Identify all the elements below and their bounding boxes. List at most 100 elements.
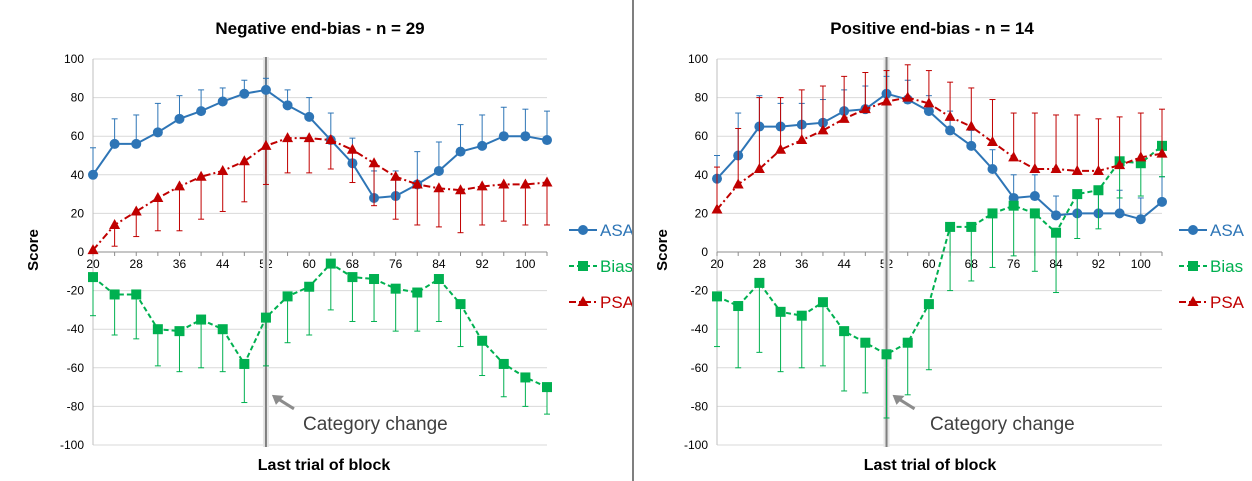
- data-point: [196, 106, 207, 117]
- data-point: [412, 287, 423, 298]
- data-point: [542, 135, 552, 146]
- data-point: [476, 180, 488, 191]
- legend-label: Bias: [1210, 257, 1243, 276]
- data-point: [923, 299, 934, 310]
- series-psa: [87, 132, 553, 255]
- data-point: [881, 349, 892, 360]
- y-tick-label: 0: [77, 245, 84, 259]
- data-point: [541, 176, 553, 187]
- data-point: [109, 218, 121, 229]
- x-tick-label: 44: [216, 257, 230, 271]
- x-tick-label: 100: [1131, 257, 1151, 271]
- data-point: [477, 335, 488, 346]
- data-point: [1029, 191, 1040, 202]
- annotation-arrow-shaft: [277, 397, 295, 411]
- legend-marker: [578, 261, 588, 271]
- legend-marker: [1187, 296, 1199, 306]
- data-point: [923, 106, 934, 117]
- data-point: [282, 132, 294, 143]
- data-point: [945, 221, 956, 232]
- data-point: [88, 169, 98, 180]
- data-point: [987, 208, 998, 219]
- legend-marker: [1188, 261, 1198, 271]
- x-axis-label: Last trial of block: [258, 457, 391, 474]
- x-tick-label: 28: [753, 257, 767, 271]
- data-point: [1135, 158, 1146, 169]
- chart-positive-end-bias: Positive end-bias - n = 14 Score Last tr…: [654, 19, 1245, 474]
- x-tick-label: 92: [475, 257, 489, 271]
- data-point: [1051, 227, 1062, 238]
- legend-item-bias: Bias: [1179, 257, 1243, 276]
- legend-item-asa: ASA: [1179, 221, 1245, 240]
- y-tick-label: -100: [60, 438, 84, 452]
- legend-marker: [578, 225, 588, 235]
- y-axis-label: Score: [654, 229, 671, 271]
- data-point: [433, 165, 444, 176]
- y-tick-label: 40: [71, 168, 85, 182]
- chart-title: Positive end-bias - n = 14: [830, 19, 1034, 38]
- y-tick-label: 60: [71, 129, 85, 143]
- legend-item-psa: PSA: [1179, 293, 1245, 312]
- y-tick-label: 80: [71, 91, 85, 105]
- data-point: [520, 131, 531, 142]
- data-point: [775, 306, 786, 317]
- data-point: [304, 281, 315, 292]
- data-point: [1157, 196, 1167, 207]
- data-point: [966, 140, 977, 151]
- data-point: [1114, 208, 1125, 219]
- series-line: [92, 262, 548, 389]
- data-point: [260, 84, 271, 95]
- y-tick-label: 40: [695, 168, 709, 182]
- data-point: [944, 110, 956, 121]
- y-tick-label: -20: [67, 284, 85, 298]
- data-point: [711, 203, 723, 214]
- data-point: [498, 178, 510, 189]
- data-point: [519, 178, 531, 189]
- data-point: [796, 310, 807, 321]
- data-point: [859, 103, 871, 114]
- data-point: [1029, 208, 1040, 219]
- annotation-arrow-shaft: [897, 397, 916, 411]
- data-point: [902, 337, 913, 348]
- data-point: [304, 111, 315, 122]
- data-point: [520, 372, 531, 383]
- data-point: [131, 289, 142, 300]
- x-tick-label: 36: [173, 257, 187, 271]
- data-point: [152, 191, 164, 202]
- data-point: [282, 100, 293, 111]
- data-point: [1135, 151, 1147, 162]
- data-point: [260, 312, 271, 323]
- data-point: [455, 146, 466, 157]
- y-tick-label: -40: [67, 322, 85, 336]
- data-point: [217, 164, 229, 175]
- data-point: [152, 127, 163, 138]
- data-point: [196, 314, 207, 325]
- data-point: [498, 358, 509, 369]
- data-point: [1029, 163, 1041, 174]
- series-line: [716, 92, 1163, 221]
- data-point: [347, 272, 358, 283]
- data-point: [369, 274, 380, 285]
- chart-negative-end-bias: Negative end-bias - n = 29 Score Last tr…: [25, 19, 635, 474]
- data-point: [987, 164, 998, 175]
- y-tick-label: -100: [684, 438, 708, 452]
- x-tick-label: 44: [837, 257, 851, 271]
- data-point: [1008, 151, 1020, 162]
- x-tick-label: 20: [710, 257, 724, 271]
- y-tick-label: -80: [67, 399, 85, 413]
- data-point: [1072, 189, 1083, 200]
- data-point: [817, 297, 828, 308]
- data-point: [239, 88, 250, 99]
- data-point: [217, 324, 228, 335]
- data-point: [195, 170, 207, 181]
- data-point: [498, 131, 509, 142]
- data-point: [1156, 147, 1168, 158]
- data-point: [838, 112, 850, 123]
- legend-marker: [577, 296, 589, 306]
- legend-item-asa: ASA: [569, 221, 635, 240]
- legend-label: PSA: [600, 293, 635, 312]
- x-tick-label: 92: [1092, 257, 1106, 271]
- data-point: [239, 358, 250, 369]
- data-point: [260, 139, 272, 150]
